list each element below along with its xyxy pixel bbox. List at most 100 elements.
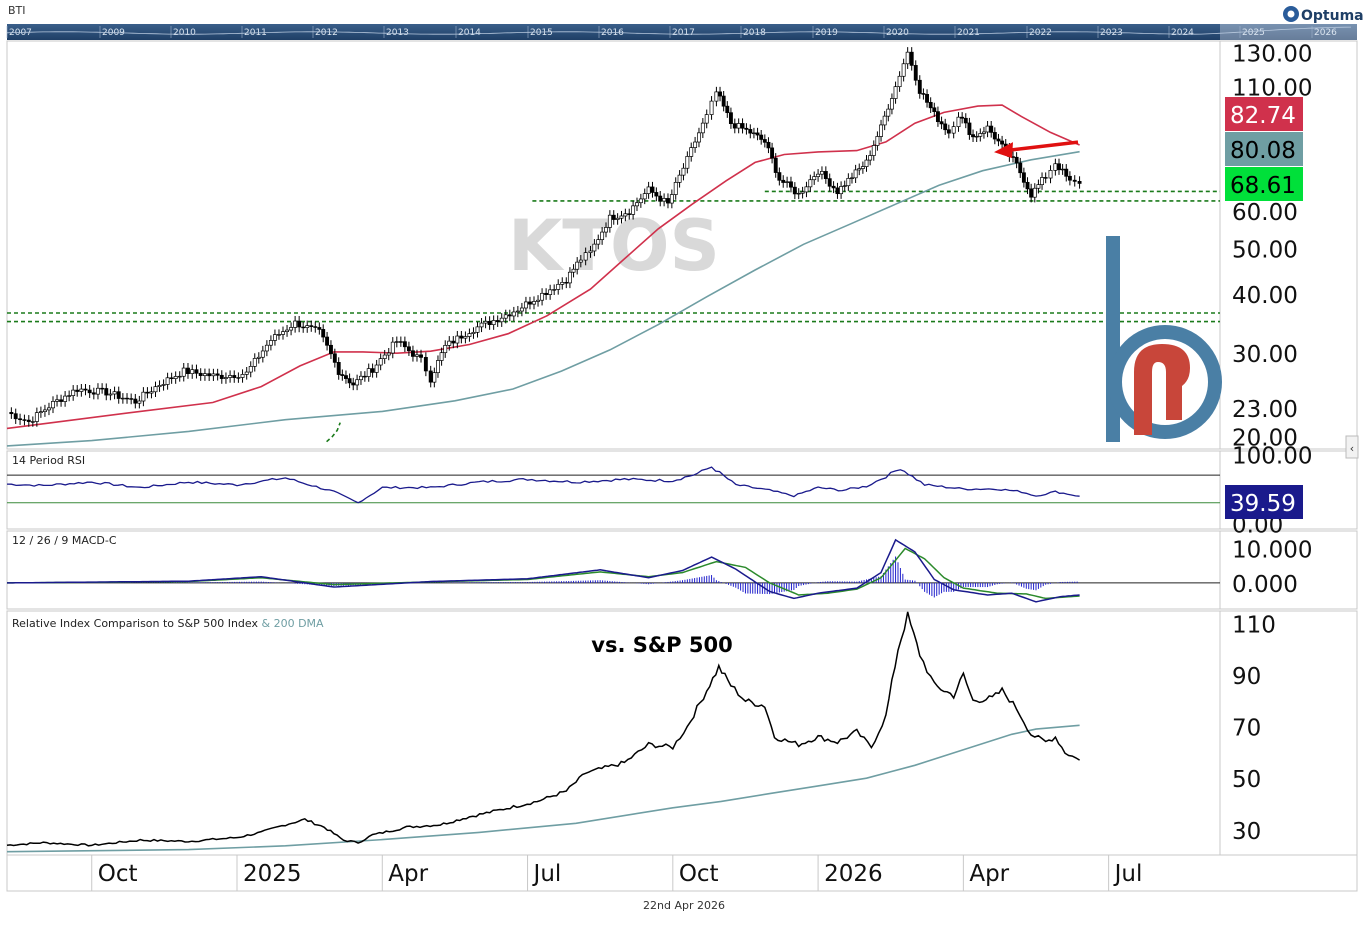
rsi-axis-tick-label: 100.00 (1232, 443, 1312, 469)
price-candle (886, 108, 891, 117)
price-candle (47, 407, 51, 411)
green-projection-curve (326, 422, 341, 443)
price-candle (638, 198, 643, 204)
macd-axis-tick-label: 10.000 (1232, 537, 1312, 563)
price-candle (42, 409, 47, 413)
collapse-handle[interactable]: ‹ (1345, 435, 1359, 459)
price-candle (943, 123, 948, 131)
rsi-badge-bg (1225, 485, 1303, 519)
price-candle (685, 156, 690, 169)
price-candle (777, 172, 782, 181)
price-candle (145, 391, 150, 394)
price-candle (893, 86, 898, 99)
price-candle (398, 341, 403, 343)
price-candle (736, 123, 741, 129)
price-candle (289, 327, 294, 331)
price-candle (370, 368, 375, 373)
price-candle (215, 373, 220, 376)
timeline-navigator[interactable] (7, 24, 1357, 40)
price-candle (740, 123, 745, 129)
price-candle (96, 387, 100, 395)
price-candle (681, 167, 686, 176)
price-candle (386, 352, 391, 356)
price-candle (277, 334, 281, 336)
price-candle (9, 412, 14, 415)
relative-ratio-line (6, 611, 1080, 847)
price-candle (564, 282, 569, 284)
price-candle (532, 301, 536, 305)
svg-text:‹: ‹ (1350, 442, 1354, 455)
relative-200dma-line (6, 724, 1080, 853)
arrow-shaft (1009, 140, 1079, 152)
price-candle (804, 186, 809, 193)
price-candle (87, 389, 92, 394)
x-axis-tick-label: Oct (679, 861, 719, 887)
navigator-year-label: 2017 (672, 28, 695, 38)
price-candle (382, 354, 387, 359)
price-candle (658, 195, 663, 202)
price-candle (104, 388, 109, 396)
relative-title: Relative Index Comparison to S&P 500 Ind… (12, 617, 324, 630)
price-candle (177, 375, 182, 378)
price-candle (471, 331, 476, 334)
price-candle (800, 191, 805, 194)
x-axis-tick-label: 2025 (243, 861, 302, 887)
price-candle (567, 271, 572, 284)
price-candle (1043, 177, 1048, 179)
price-bars (9, 47, 1082, 427)
price-candle (436, 360, 440, 374)
price-candle (552, 289, 557, 291)
arrow-head (994, 142, 1013, 159)
price-candle (1014, 156, 1019, 164)
price-candle (272, 334, 277, 341)
price-candle (631, 205, 636, 215)
price-candle (853, 169, 858, 179)
price-candle (264, 344, 269, 352)
price-candle (604, 227, 608, 233)
ma-200-line (6, 150, 1080, 447)
price-candle (447, 340, 452, 346)
price-candle (116, 391, 121, 399)
price-candle (374, 364, 379, 373)
price-candle (744, 127, 749, 130)
price-candle (402, 341, 407, 348)
price-candle (1072, 179, 1077, 182)
price-candle (309, 325, 314, 327)
price-candle (583, 252, 588, 261)
price-candle (523, 301, 528, 309)
price-candle (248, 366, 253, 373)
red-arrow-annotation (994, 140, 1079, 159)
price-candle (256, 356, 261, 359)
price-badge-bg (1225, 167, 1303, 201)
price-candle (1032, 187, 1037, 198)
price-candle (347, 378, 352, 384)
price-candle (120, 397, 125, 400)
brand-name: Optuma (1301, 8, 1364, 24)
relative-axis-tick-label: 70 (1232, 716, 1261, 742)
price-candle (317, 327, 322, 330)
navigator-year-label: 2012 (315, 28, 338, 38)
price-candle (1040, 177, 1044, 185)
price-candle (173, 376, 178, 379)
price-candle (831, 185, 836, 189)
price-candle (642, 193, 647, 200)
price-candle (487, 320, 492, 326)
rsi-badge-label: 39.59 (1230, 491, 1296, 517)
price-candle (22, 419, 27, 421)
price-candle (913, 65, 918, 81)
price-candle (428, 370, 433, 383)
price-candle (202, 373, 207, 376)
price-candle (796, 192, 801, 195)
navigator-year-label: 2020 (886, 28, 909, 38)
price-candle (108, 393, 113, 396)
price-candle (252, 358, 257, 367)
price-candle (992, 132, 997, 140)
relative-axis-tick-label: 90 (1232, 664, 1261, 690)
price-candle (544, 292, 549, 295)
price-candle (996, 138, 1001, 142)
panel-frame-3 (6, 530, 1358, 610)
price-candle (812, 176, 817, 181)
navigator-year-label: 2016 (601, 28, 624, 38)
price-badge-label: 80.08 (1230, 138, 1296, 164)
